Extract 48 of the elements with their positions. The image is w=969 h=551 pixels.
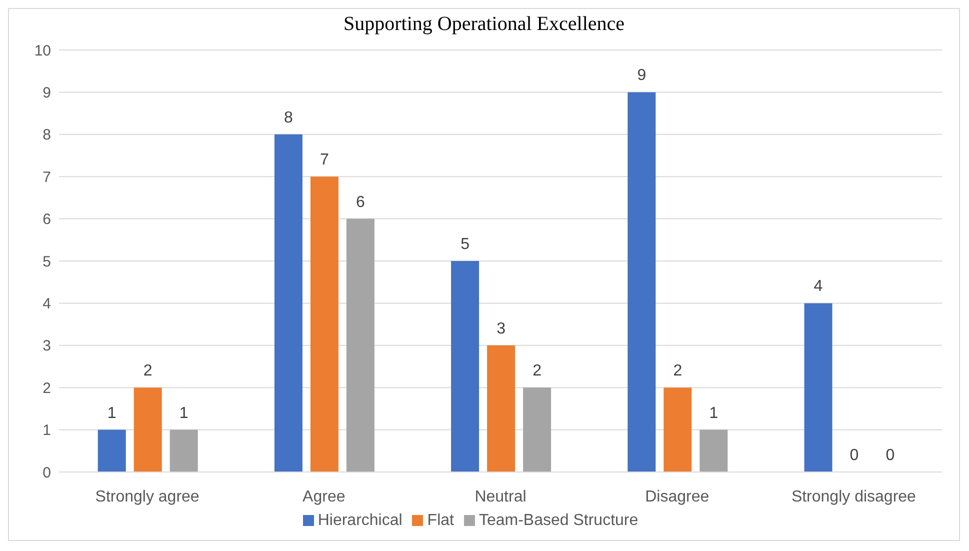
y-tick-label: 3 (42, 338, 51, 355)
bar (346, 218, 374, 472)
data-label: 7 (320, 152, 329, 169)
data-label: 1 (107, 404, 116, 422)
chart-title: Supporting Operational Excellence (342, 12, 626, 37)
y-tick-label: 9 (42, 84, 51, 102)
y-tick-label: 0 (42, 464, 51, 482)
data-label: 6 (356, 194, 365, 211)
bar (310, 176, 338, 472)
bar (451, 261, 480, 472)
y-tick-label: 8 (42, 126, 51, 144)
x-tick-label: Agree (302, 488, 346, 506)
y-tick-label: 10 (34, 42, 51, 60)
y-tick-label: 4 (42, 296, 51, 313)
legend-label: Hierarchical (318, 512, 402, 529)
bar (700, 430, 728, 472)
bar (98, 430, 126, 472)
y-tick-label: 1 (42, 422, 51, 440)
bar (804, 303, 832, 472)
x-tick-label: Disagree (645, 488, 710, 506)
data-label: 2 (673, 362, 682, 380)
data-label: 2 (143, 362, 152, 380)
x-tick-label: Neutral (474, 488, 526, 506)
y-tick-label: 2 (42, 380, 51, 397)
bar (523, 388, 552, 472)
legend-label: Flat (427, 512, 454, 529)
data-label: 0 (850, 446, 859, 464)
data-label: 8 (284, 109, 293, 126)
y-tick-label: 7 (42, 168, 51, 186)
x-tick-label: Strongly agree (95, 488, 200, 506)
legend-label: Team-Based Structure (478, 512, 638, 529)
data-label: 4 (814, 278, 823, 296)
bar (170, 430, 198, 472)
bar (628, 92, 656, 472)
x-tick-label: Strongly disagree (791, 488, 916, 506)
data-label: 9 (637, 67, 646, 84)
data-label: 5 (460, 236, 470, 253)
data-label: 2 (532, 362, 542, 380)
y-tick-label: 5 (42, 253, 51, 270)
data-label: 1 (179, 404, 188, 422)
data-label: 3 (496, 320, 506, 338)
data-label: 1 (709, 404, 718, 422)
y-tick-label: 6 (42, 211, 51, 228)
bar (274, 134, 302, 472)
data-label: 0 (886, 446, 895, 464)
bar (487, 345, 516, 472)
bar (664, 388, 692, 472)
bar (134, 388, 162, 472)
